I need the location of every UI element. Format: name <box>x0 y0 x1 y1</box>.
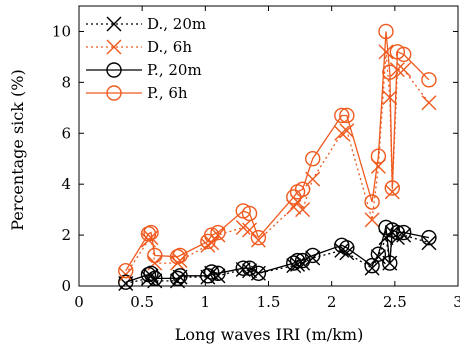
data-point <box>421 229 437 246</box>
data-point <box>235 260 251 276</box>
data-point <box>286 189 302 205</box>
data-point <box>389 224 406 241</box>
data-point <box>143 265 159 281</box>
data-point <box>339 240 355 256</box>
data-point <box>339 245 355 261</box>
data-point <box>370 148 387 164</box>
data-point <box>210 265 226 281</box>
x-tick-label: 0.5 <box>130 293 154 311</box>
data-point <box>203 264 220 280</box>
y-tick-label: 10 <box>52 22 71 40</box>
data-point <box>389 44 406 60</box>
data-point <box>295 202 311 218</box>
data-point <box>384 184 400 200</box>
data-point <box>339 107 355 124</box>
data-point <box>200 268 216 284</box>
data-point <box>289 252 306 269</box>
data-point <box>305 247 321 264</box>
data-point <box>203 227 220 243</box>
data-point <box>294 181 311 197</box>
data-point <box>140 226 157 242</box>
data-point <box>172 268 188 284</box>
x-tick-label: 1.5 <box>257 293 281 311</box>
data-point <box>395 224 412 241</box>
legend-label: P., 20m <box>147 61 202 79</box>
data-point <box>334 107 350 124</box>
data-point <box>364 257 380 274</box>
legend-label: D., 6h <box>147 38 192 56</box>
data-point <box>172 247 188 264</box>
legend: D., 20m D., 6h P., 20m P., 6h <box>86 15 206 102</box>
data-point <box>378 44 394 60</box>
legend-label: P., 6h <box>147 84 188 102</box>
data-point <box>370 246 387 262</box>
legend-marker <box>106 16 122 32</box>
x-tick-label: 0 <box>74 293 84 311</box>
data-point <box>364 212 380 228</box>
data-point <box>241 260 258 276</box>
data-point <box>364 260 380 276</box>
data-point <box>339 123 355 139</box>
x-tick-label: 1 <box>201 293 211 311</box>
y-tick-label: 0 <box>61 277 71 295</box>
legend-marker <box>106 85 122 101</box>
data-point <box>421 235 437 251</box>
legend-marker <box>106 39 122 55</box>
legend-label: D., 20m <box>147 15 206 33</box>
data-point <box>210 224 226 241</box>
data-point <box>421 72 437 88</box>
data-point <box>395 46 412 63</box>
data-point <box>250 265 267 281</box>
data-point <box>382 64 398 80</box>
data-point <box>396 62 412 78</box>
data-point <box>334 125 350 141</box>
y-tick-label: 8 <box>61 73 71 91</box>
data-point <box>250 232 266 248</box>
data-point <box>305 151 321 167</box>
data-point <box>286 255 302 271</box>
legend-marker <box>106 62 122 78</box>
data-point <box>378 23 394 40</box>
data-point <box>364 194 380 210</box>
data-point <box>421 95 437 111</box>
data-point <box>143 224 159 241</box>
data-point <box>118 274 134 290</box>
y-tick-label: 2 <box>61 226 71 244</box>
data-point <box>118 263 134 279</box>
y-tick-label: 4 <box>61 175 71 193</box>
data-point <box>169 249 186 265</box>
y-axis-title: Percentage sick (%) <box>8 69 27 230</box>
data-point <box>147 270 163 287</box>
data-point <box>241 205 258 222</box>
x-tick-label: 3 <box>453 293 460 311</box>
data-point <box>235 203 251 219</box>
x-tick-label: 2.5 <box>383 293 407 311</box>
y-tick-label: 6 <box>61 124 71 142</box>
data-point <box>169 270 186 287</box>
x-tick-label: 2 <box>327 293 337 311</box>
data-point <box>384 180 401 196</box>
x-axis-title: Long waves IRI (m/km) <box>175 325 364 344</box>
data-point <box>382 255 398 271</box>
data-point <box>250 229 267 246</box>
data-point <box>294 252 311 269</box>
data-point <box>147 247 163 264</box>
